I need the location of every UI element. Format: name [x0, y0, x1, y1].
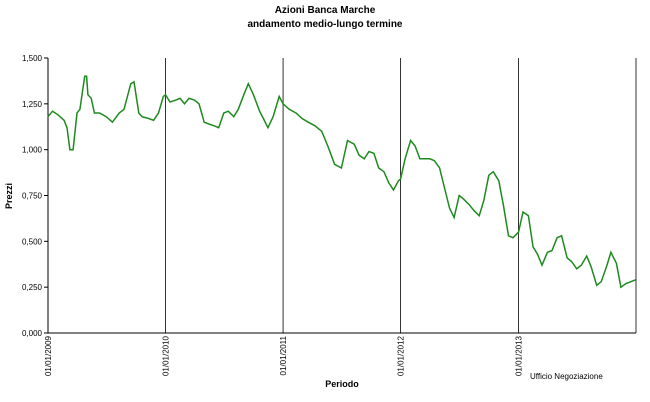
x-axis-ticks: 01/01/2009 01/01/2010 01/01/2011 01/01/2012…	[44, 335, 523, 376]
y-tick-label: 0,500	[22, 237, 43, 246]
y-axis-ticks: 0,000 0,250 0,500 0,750 1,000 1,250 1,500	[22, 54, 48, 338]
x-axis-label: Periodo	[325, 379, 359, 389]
source-note: Ufficio Negoziazione	[530, 372, 603, 381]
x-tick-label: 01/01/2010	[162, 335, 171, 376]
y-tick-label: 0,000	[22, 329, 43, 338]
y-tick-label: 0,750	[22, 192, 43, 201]
y-tick-label: 1,000	[22, 146, 43, 155]
y-tick-label: 1,250	[22, 100, 43, 109]
x-tick-label: 01/01/2013	[514, 335, 523, 376]
y-axis-label: Prezzi	[4, 183, 14, 209]
y-tick-label: 1,500	[22, 54, 43, 63]
chart-subtitle: andamento medio-lungo termine	[247, 19, 402, 30]
chart-title: Azioni Banca Marche	[275, 5, 376, 16]
vertical-grid	[165, 58, 637, 333]
y-tick-label: 0,250	[22, 283, 43, 292]
x-tick-label: 01/01/2009	[44, 335, 53, 376]
x-tick-label: 01/01/2012	[397, 335, 406, 376]
price-series-line	[47, 75, 636, 289]
x-tick-label: 01/01/2011	[279, 335, 288, 375]
